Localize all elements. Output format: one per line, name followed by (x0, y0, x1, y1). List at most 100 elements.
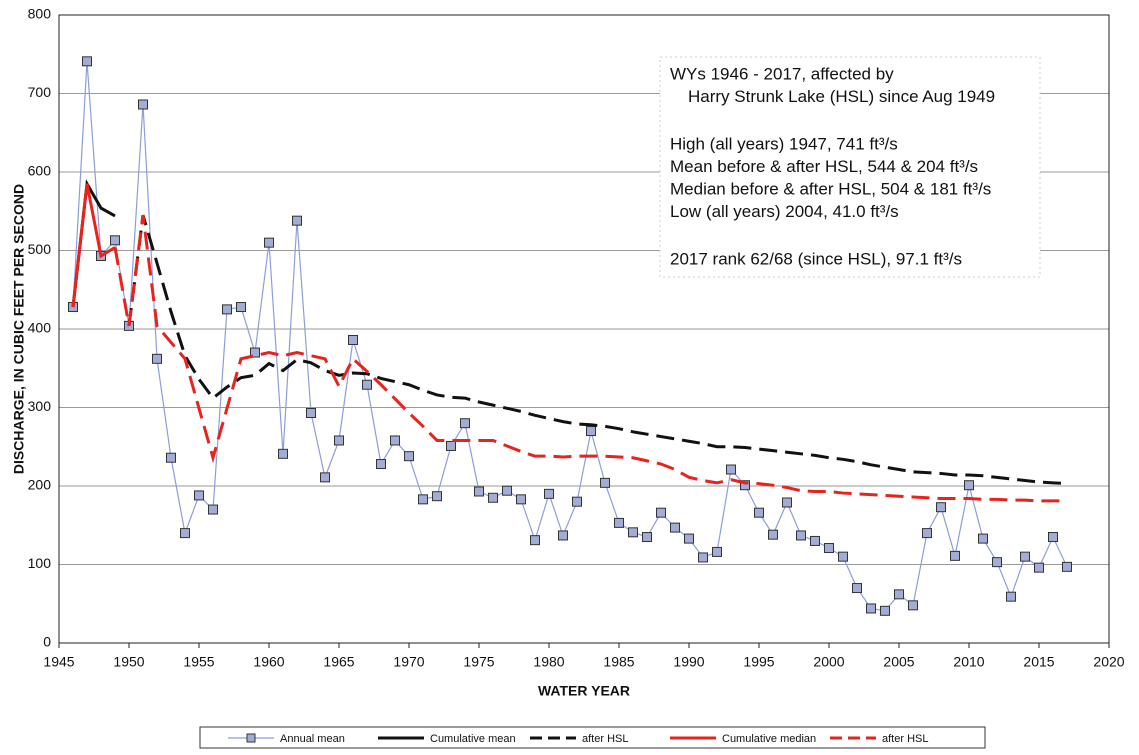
marker (992, 557, 1002, 568)
marker (348, 334, 358, 345)
marker (334, 435, 344, 446)
marker (390, 435, 400, 446)
marker (726, 464, 736, 475)
marker (782, 497, 792, 508)
marker (1048, 532, 1058, 543)
marker (656, 507, 666, 518)
plot-frame (58, 14, 1110, 644)
x-axis-label: WATER YEAR (538, 683, 630, 699)
marker (1034, 562, 1044, 573)
x-tick-label: 1990 (673, 654, 704, 670)
marker (432, 491, 442, 502)
x-tick-label: 1955 (183, 654, 214, 670)
marker (838, 551, 848, 562)
y-tick-label: 200 (28, 477, 52, 493)
marker (796, 530, 806, 541)
annotation: Median before & after HSL, 504 & 181 ft³… (670, 179, 991, 198)
marker (488, 492, 498, 503)
annotation: 2017 rank 62/68 (since HSL), 97.1 ft³/s (670, 249, 962, 268)
marker (376, 459, 386, 470)
marker (950, 550, 960, 561)
marker (544, 488, 554, 499)
annotation: Mean before & after HSL, 544 & 204 ft³/s (670, 157, 978, 176)
marker (362, 379, 372, 390)
annotation-box (659, 56, 1041, 278)
marker (474, 486, 484, 497)
marker (824, 543, 834, 554)
x-tick-label: 1995 (743, 654, 774, 670)
series-line (113, 214, 1067, 503)
y-tick-label: 700 (28, 84, 52, 100)
annotation: High (all years) 1947, 741 ft³/s (670, 134, 898, 153)
marker (404, 451, 414, 462)
marker (572, 496, 582, 507)
y-tick-label: 300 (28, 398, 52, 414)
marker (1020, 551, 1030, 562)
x-tick-label: 1970 (393, 654, 424, 670)
y-tick-label: 600 (28, 163, 52, 179)
y-tick-label: 500 (28, 241, 52, 257)
x-tick-label: 1985 (603, 654, 634, 670)
marker (964, 480, 974, 491)
marker (740, 480, 750, 491)
x-tick-label: 1980 (533, 654, 564, 670)
annotation: Low (all years) 2004, 41.0 ft³/s (670, 202, 899, 221)
x-tick-label: 2020 (1093, 654, 1124, 670)
marker (642, 532, 652, 543)
marker (208, 504, 218, 515)
marker (936, 502, 946, 513)
marker (684, 533, 694, 544)
marker (516, 494, 526, 505)
series-line (71, 183, 116, 308)
marker (1006, 591, 1016, 602)
x-tick-label: 1950 (113, 654, 144, 670)
legend-label: Annual mean (280, 733, 345, 745)
legend-label: Cumulative median (722, 733, 816, 745)
marker (264, 237, 274, 248)
annotation: WYs 1946 - 2017, affected by (670, 64, 894, 83)
marker (166, 452, 176, 463)
marker (250, 347, 260, 358)
y-axis-label: DISCHARGE, IN CUBIC FEET PER SECOND (11, 184, 27, 474)
x-tick-label: 2000 (813, 654, 844, 670)
marker (894, 589, 904, 600)
marker (306, 407, 316, 418)
y-tick-label: 800 (28, 6, 52, 22)
marker (1062, 561, 1072, 572)
marker (502, 485, 512, 496)
x-tick-label: 1965 (323, 654, 354, 670)
marker (558, 530, 568, 541)
marker (292, 215, 302, 226)
x-tick-label: 2010 (953, 654, 984, 670)
marker (614, 517, 624, 528)
marker (628, 527, 638, 538)
marker (418, 494, 428, 505)
legend-label: Cumulative mean (430, 733, 516, 745)
x-tick-label: 2005 (883, 654, 914, 670)
y-tick-label: 0 (43, 634, 51, 650)
marker (880, 605, 890, 616)
annotation: Harry Strunk Lake (HSL) since Aug 1949 (688, 87, 995, 106)
marker (278, 448, 288, 459)
marker (82, 56, 92, 67)
x-tick-label: 1975 (463, 654, 494, 670)
marker (754, 507, 764, 518)
x-tick-label: 1945 (43, 654, 74, 670)
marker (978, 533, 988, 544)
marker (712, 546, 722, 557)
legend-label: after HSL (882, 733, 928, 745)
marker (768, 529, 778, 540)
marker (670, 522, 680, 533)
marker (180, 528, 190, 539)
marker (922, 528, 932, 539)
marker (866, 603, 876, 614)
legend-marker (246, 733, 256, 743)
marker (152, 353, 162, 364)
y-tick-label: 400 (28, 320, 52, 336)
marker (222, 304, 232, 315)
marker (810, 535, 820, 546)
legend-label: after HSL (582, 733, 628, 745)
marker (236, 302, 246, 313)
marker (194, 490, 204, 501)
x-tick-label: 1960 (253, 654, 284, 670)
